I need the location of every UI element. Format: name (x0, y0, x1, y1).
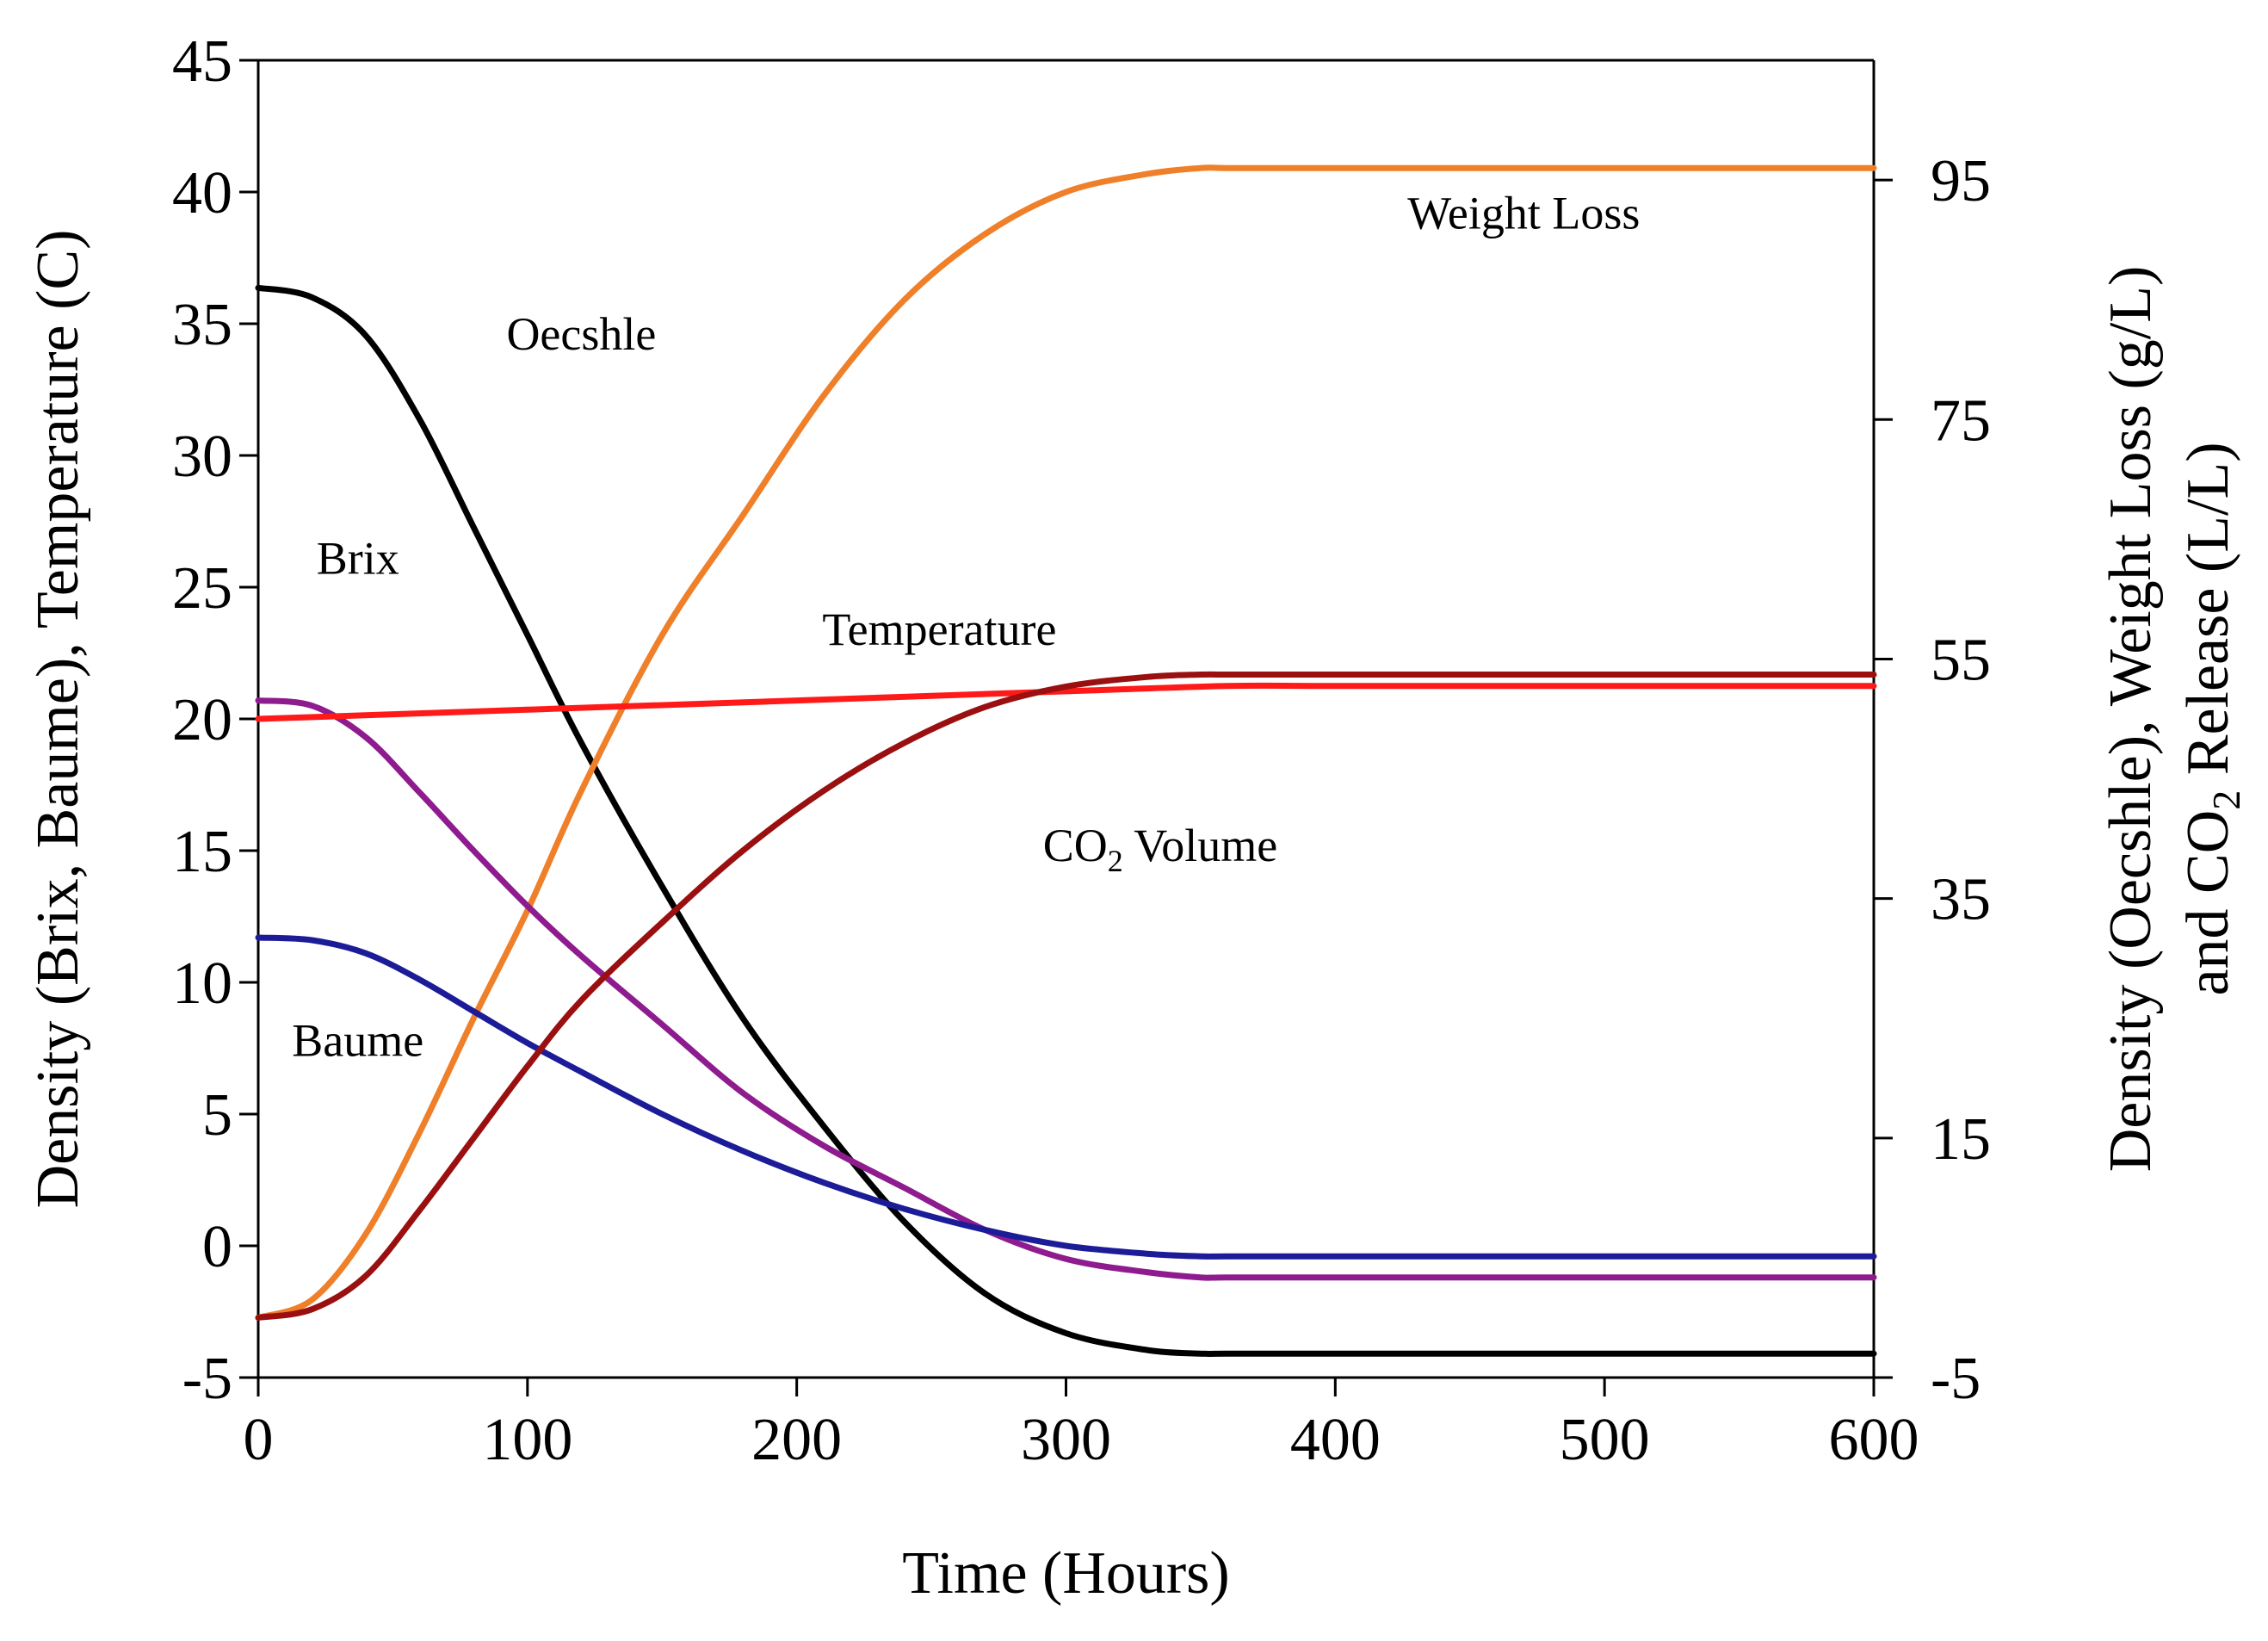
series-label-co2-volume-subscript: 2 (1108, 844, 1123, 878)
right-y-axis-title-release: Release (L/L) (2175, 442, 2241, 790)
right-y-tick-label: 55 (1931, 627, 1991, 693)
x-tick-label: 600 (1829, 1407, 1919, 1473)
x-tick-label: 100 (482, 1407, 572, 1473)
series-line-brix (255, 697, 1877, 1281)
right-y-tick-label: 35 (1931, 867, 1991, 933)
series-label-baume: Baume (292, 1014, 423, 1066)
left-y-tick-label: 25 (172, 555, 232, 622)
left-y-tick-label: 10 (172, 951, 232, 1017)
left-y-tick-label: 20 (172, 687, 232, 753)
series-layer (255, 164, 1877, 1358)
series-line-oecshle (255, 284, 1877, 1358)
x-tick-label: 200 (751, 1407, 842, 1473)
left-y-tick-label: 30 (172, 424, 232, 490)
right-y-tick-label: -5 (1931, 1346, 1981, 1412)
series-line-weight-loss (255, 164, 1877, 1321)
left-y-tick-label: 35 (172, 292, 232, 358)
series-label-brix: Brix (317, 532, 399, 584)
left-y-tick-label: 45 (172, 28, 232, 95)
right-y-axis-title-line1: Density (Oecshle), Weight Loss (g/L) (2098, 266, 2164, 1173)
x-tick-label: 300 (1021, 1407, 1111, 1473)
series-label-oecshle: Oecshle (506, 308, 656, 360)
x-tick-label: 400 (1290, 1407, 1381, 1473)
right-y-tick-label: 15 (1931, 1106, 1991, 1173)
series-label-co2-volume-co: CO (1043, 820, 1108, 871)
series-label-co2-volume-word: Volume (1123, 820, 1278, 871)
labels-layer: Weight Loss Oecshle Brix Temperature Baume CO… (292, 187, 1640, 1066)
right-y-axis-title-subscript: 2 (2204, 790, 2248, 810)
x-tick-label: 0 (244, 1407, 274, 1473)
series-line-baume (255, 934, 1877, 1260)
left-y-tick-label: 40 (172, 160, 232, 226)
left-y-axis-title: Density (Brix, Baume), Temperature (C) (25, 230, 91, 1209)
series-label-co2-volume: CO2 Volume (1043, 820, 1278, 878)
x-axis-title: Time (Hours) (902, 1540, 1230, 1607)
x-tick-label: 500 (1560, 1407, 1650, 1473)
right-y-tick-label: 75 (1931, 387, 1991, 454)
right-y-axis-title-line2: and CO2 Release (L/L) (2175, 442, 2248, 995)
left-y-tick-label: 5 (202, 1082, 232, 1149)
left-y-tick-label: 15 (172, 819, 232, 885)
series-line-temperature (255, 682, 1877, 722)
left-y-tick-label: 0 (202, 1214, 232, 1280)
right-y-tick-label: 95 (1931, 148, 1991, 214)
right-y-axis-title-and-co: and CO (2175, 810, 2241, 996)
titles-layer: Time (Hours) Density (Brix, Baume), Temp… (25, 230, 2248, 1607)
series-label-temperature: Temperature (822, 604, 1056, 655)
series-label-weight-loss: Weight Loss (1407, 187, 1640, 238)
series-line-co2-volume (255, 671, 1877, 1321)
left-y-tick-label: -5 (182, 1346, 232, 1412)
